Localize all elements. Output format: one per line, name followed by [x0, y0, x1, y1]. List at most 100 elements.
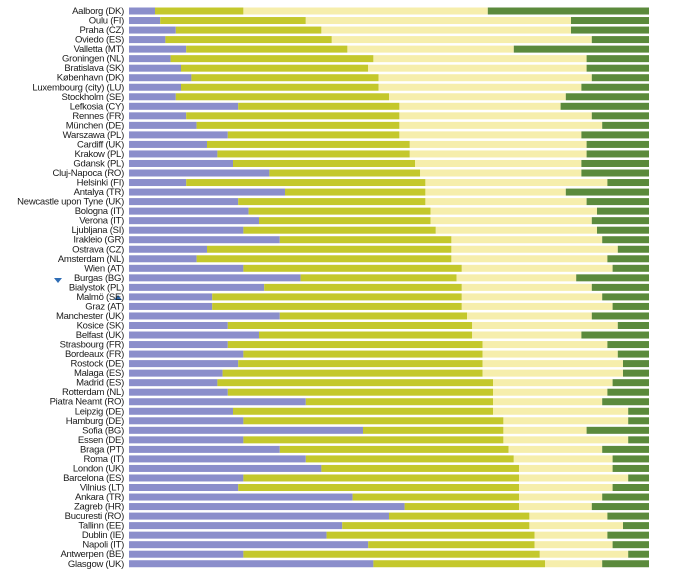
category-label: Bordeaux (FR) — [65, 349, 124, 360]
category-label: Barcelona (ES) — [63, 473, 124, 484]
category-label: Krakow (PL) — [74, 149, 124, 160]
bar-segment — [186, 179, 426, 187]
category-label: København (DK) — [57, 73, 124, 84]
bar-segment — [612, 264, 649, 272]
bar-segment — [243, 550, 540, 558]
bar-segment — [378, 83, 582, 91]
category-label: Belfast (UK) — [76, 330, 124, 341]
bar-segment — [129, 102, 239, 110]
bar-segment — [602, 293, 649, 301]
bar-segment — [129, 274, 301, 282]
bar-segment — [607, 255, 649, 263]
category-label: Rostock (DE) — [71, 359, 125, 370]
bar-segment — [373, 55, 587, 63]
bar-segment — [461, 293, 603, 301]
bar-segment — [227, 131, 400, 139]
bar-segment — [342, 522, 530, 530]
bar-segment — [571, 17, 649, 25]
bar-segment — [170, 55, 374, 63]
bar-segment — [279, 445, 509, 453]
bar-segment — [612, 455, 649, 463]
bar-segment — [129, 150, 218, 158]
bar-segment — [586, 150, 649, 158]
category-label: Newcastle upon Tyne (UK) — [17, 197, 124, 208]
bar-segment — [238, 360, 483, 368]
bar-segment — [129, 179, 187, 187]
bar-segment — [129, 417, 244, 425]
category-label: Rotterdam (NL) — [62, 387, 124, 398]
category-label: Antalya (TR) — [74, 187, 124, 198]
bar-segment — [129, 36, 166, 44]
bar-segment — [612, 302, 649, 310]
bar-segment — [129, 283, 265, 291]
bar-segment — [623, 522, 649, 530]
category-label: Antwerpen (BE) — [60, 549, 124, 560]
bar-segment — [581, 159, 649, 167]
bar-segment — [493, 407, 629, 415]
bar-segment — [482, 369, 623, 377]
bar-segment — [129, 312, 280, 320]
bar-segment — [129, 379, 218, 387]
bar-segment — [472, 331, 582, 339]
bar-segment — [451, 245, 618, 253]
bar-segment — [581, 83, 649, 91]
bar-segment — [129, 341, 228, 349]
bar-segment — [389, 93, 566, 101]
bar-segment — [129, 293, 213, 301]
category-label: Hamburg (DE) — [66, 416, 124, 427]
category-label: Tallinn (EE) — [78, 521, 124, 532]
bar-segment — [503, 426, 587, 434]
bar-segment — [591, 112, 649, 120]
category-label: Essen (DE) — [78, 435, 124, 446]
bar-segment — [404, 503, 519, 511]
bar-segment — [472, 321, 618, 329]
bar-segment — [602, 493, 649, 501]
bar-segment — [373, 560, 545, 568]
bar-segment — [165, 36, 332, 44]
bar-segment — [259, 217, 431, 225]
bar-segment — [628, 407, 649, 415]
bar-segment — [368, 64, 587, 72]
bar-segment — [508, 445, 603, 453]
bar-segment — [420, 169, 582, 177]
bar-segment — [425, 188, 566, 196]
category-label: Aalborg (DK) — [72, 6, 124, 17]
bar-segment — [233, 159, 415, 167]
bar-segment — [607, 512, 649, 520]
bar-segment — [129, 17, 161, 25]
highlight-marker — [54, 278, 62, 283]
bar-segment — [129, 93, 176, 101]
bar-segment — [175, 93, 389, 101]
bar-segment — [217, 379, 493, 387]
category-label: Verona (IT) — [79, 216, 124, 227]
bar-segment — [305, 17, 571, 25]
bar-segment — [430, 217, 592, 225]
bar-segment — [129, 45, 187, 53]
bar-segment — [129, 388, 228, 396]
bar-segment — [129, 426, 363, 434]
bar-segment — [264, 283, 462, 291]
bar-segment — [129, 159, 233, 167]
bar-segment — [586, 198, 649, 206]
category-label: Roma (IT) — [84, 454, 125, 465]
category-label: Braga (PT) — [80, 444, 124, 455]
bar-segment — [243, 436, 504, 444]
bar-segment — [430, 207, 597, 215]
category-label: Wien (AT) — [84, 263, 124, 274]
bar-segment — [581, 169, 649, 177]
bar-segment — [487, 7, 649, 15]
bar-segment — [186, 112, 400, 120]
bar-segment — [607, 341, 649, 349]
bar-segment — [207, 140, 410, 148]
bar-segment — [591, 74, 649, 82]
bar-segment — [160, 17, 306, 25]
bar-segment — [493, 398, 603, 406]
bar-segment — [259, 331, 473, 339]
category-label: Cluj-Napoca (RO) — [53, 168, 125, 179]
bar-segment — [425, 198, 587, 206]
bar-segment — [129, 512, 389, 520]
category-label: Sofia (BG) — [82, 425, 124, 436]
bar-segment — [461, 283, 592, 291]
bar-segment — [129, 503, 405, 511]
category-label: Amsterdam (NL) — [58, 254, 124, 265]
